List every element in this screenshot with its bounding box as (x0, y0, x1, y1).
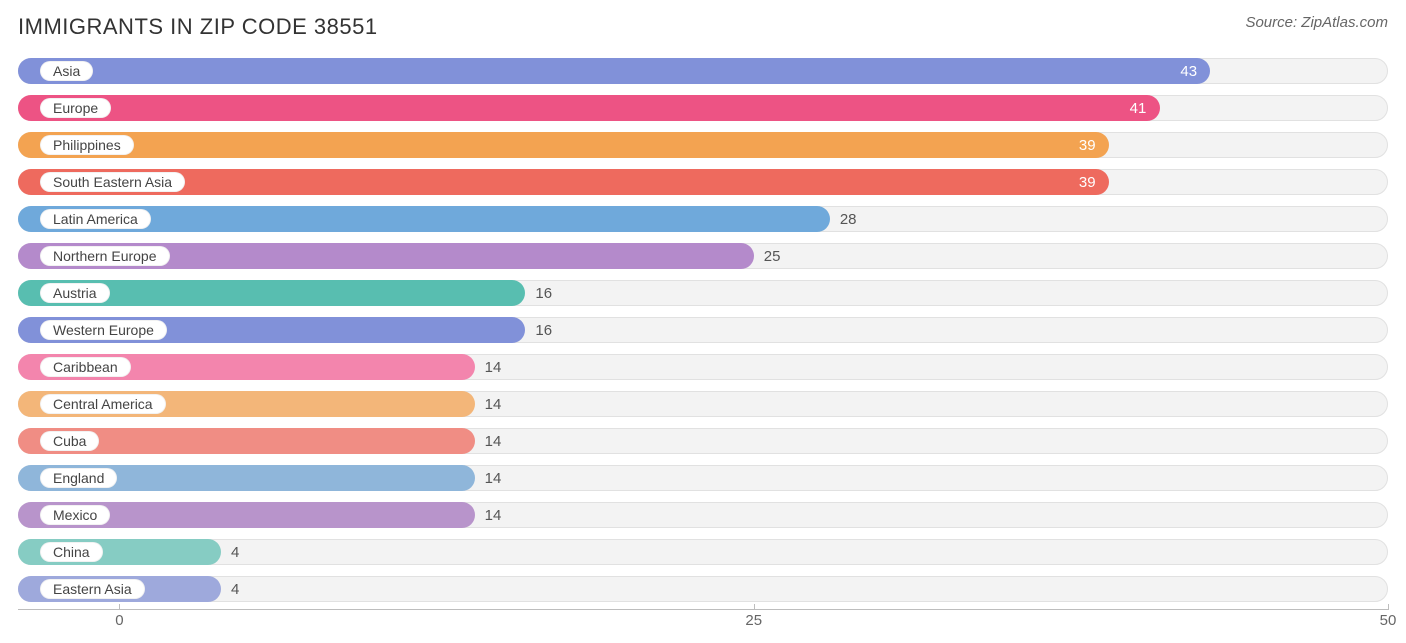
bar-label-pill: China (40, 542, 103, 562)
bar-value: 28 (840, 206, 857, 232)
bar-fill (18, 132, 1109, 158)
bar-value: 4 (231, 539, 239, 565)
tick-label: 25 (745, 612, 762, 629)
bar-value: 25 (764, 243, 781, 269)
bar-value: 14 (485, 428, 502, 454)
bar-value: 14 (485, 465, 502, 491)
bars-area: Asia43Europe41Philippines39South Eastern… (18, 54, 1388, 606)
tick-line (119, 604, 120, 610)
bar-row: China 4 (18, 535, 1388, 569)
bar-track (18, 576, 1388, 602)
bar-label-pill: Central America (40, 394, 166, 414)
bar-row: Asia 43 (18, 54, 1388, 88)
bar-fill (18, 58, 1210, 84)
bar-value: 39 (1079, 132, 1096, 158)
bar-value: 4 (231, 576, 239, 602)
bar-label-pill: South Eastern Asia (40, 172, 185, 192)
bar-value: 43 (1180, 58, 1197, 84)
bar-row: Austria 16 (18, 276, 1388, 310)
bar-label-pill: Northern Europe (40, 246, 170, 266)
bar-row: Central America 14 (18, 387, 1388, 421)
bar-label-pill: Western Europe (40, 320, 167, 340)
chart-container: IMMIGRANTS IN ZIP CODE 38551 Source: Zip… (0, 0, 1406, 643)
bar-row: Mexico 14 (18, 498, 1388, 532)
bar-label-pill: Europe (40, 98, 111, 118)
x-axis: 02550 (18, 609, 1388, 639)
bar-label-pill: Philippines (40, 135, 134, 155)
bar-value: 39 (1079, 169, 1096, 195)
bar-value: 14 (485, 502, 502, 528)
bar-row: Latin America 28 (18, 202, 1388, 236)
chart-plot: Asia43Europe41Philippines39South Eastern… (18, 54, 1388, 639)
bar-row: Western Europe 16 (18, 313, 1388, 347)
bar-label-pill: Eastern Asia (40, 579, 145, 599)
bar-fill (18, 95, 1160, 121)
bar-row: Cuba 14 (18, 424, 1388, 458)
bar-row: Philippines 39 (18, 128, 1388, 162)
bar-row: South Eastern Asia 39 (18, 165, 1388, 199)
bar-row: Northern Europe 25 (18, 239, 1388, 273)
header: IMMIGRANTS IN ZIP CODE 38551 Source: Zip… (18, 14, 1388, 54)
tick-label: 0 (115, 612, 123, 629)
tick-line (754, 604, 755, 610)
bar-value: 14 (485, 391, 502, 417)
bar-row: Europe 41 (18, 91, 1388, 125)
bar-value: 14 (485, 354, 502, 380)
bar-label-pill: Mexico (40, 505, 110, 525)
bar-label-pill: Latin America (40, 209, 151, 229)
tick-label: 50 (1380, 612, 1397, 629)
bar-label-pill: Caribbean (40, 357, 131, 377)
chart-source: Source: ZipAtlas.com (1245, 14, 1388, 31)
tick-line (1388, 604, 1389, 610)
bar-row: England 14 (18, 461, 1388, 495)
bar-row: Caribbean 14 (18, 350, 1388, 384)
bar-value: 16 (535, 317, 552, 343)
bar-label-pill: Cuba (40, 431, 99, 451)
bar-row: Eastern Asia 4 (18, 572, 1388, 606)
bar-label-pill: Asia (40, 61, 93, 81)
bar-value: 41 (1130, 95, 1147, 121)
bar-label-pill: England (40, 468, 117, 488)
chart-title: IMMIGRANTS IN ZIP CODE 38551 (18, 14, 378, 40)
bar-label-pill: Austria (40, 283, 110, 303)
bar-track (18, 539, 1388, 565)
bar-value: 16 (535, 280, 552, 306)
